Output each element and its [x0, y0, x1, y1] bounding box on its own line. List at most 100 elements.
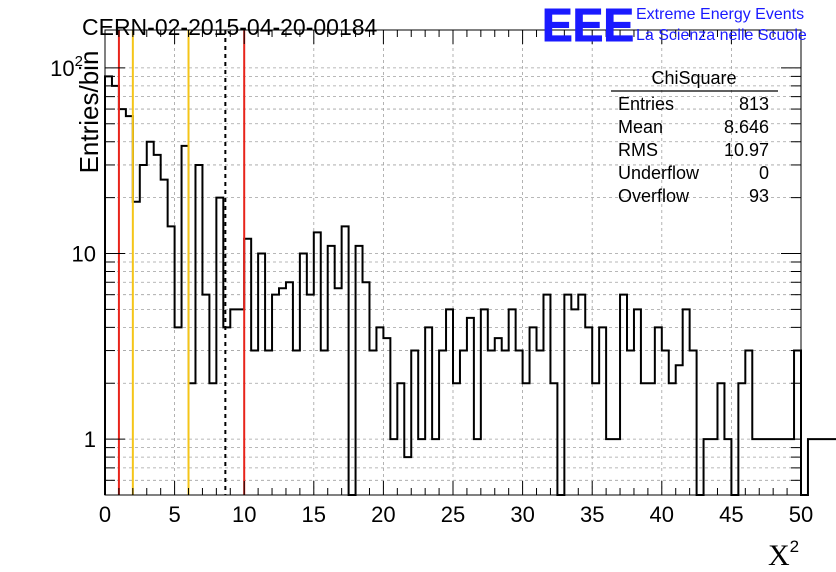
histogram-bin — [258, 254, 265, 495]
y-tick-label: 102 — [50, 53, 83, 81]
histogram-bin — [627, 351, 634, 495]
histogram-bin — [794, 351, 801, 495]
stats-title: ChiSquare — [651, 68, 736, 88]
histogram-bin — [293, 351, 300, 495]
histogram-bin — [321, 351, 328, 495]
x-tick-label: 30 — [510, 502, 534, 527]
histogram-bin — [251, 351, 258, 495]
stats-row-value: 10.97 — [724, 140, 769, 160]
histogram-bin — [745, 351, 752, 495]
stats-row-value: 93 — [749, 186, 769, 206]
y-tick-label: 1 — [84, 427, 96, 452]
histogram-bin — [140, 165, 147, 495]
x-tick-label: 35 — [580, 502, 604, 527]
histogram-bin — [307, 295, 314, 495]
histogram-bin — [195, 165, 202, 495]
histogram-bin — [509, 309, 516, 495]
histogram-bin — [481, 309, 488, 495]
histogram-bin — [383, 338, 390, 495]
histogram-bin — [244, 239, 251, 495]
eee-logo-line1: Extreme Energy Events — [636, 6, 804, 23]
histogram-bin — [502, 351, 509, 495]
histogram-bin — [425, 327, 432, 495]
x-tick-label: 45 — [719, 502, 743, 527]
stats-row-label: Overflow — [618, 186, 690, 206]
histogram-bin — [822, 439, 829, 495]
stats-row-value: 0 — [759, 163, 769, 183]
stats-row-label: Entries — [618, 94, 674, 114]
axes: 0 5 10 15 20 25 30 35 40 45 50 1 10 102 — [50, 30, 813, 527]
histogram-bin — [815, 439, 822, 495]
histogram-bin — [105, 76, 112, 495]
histogram-bin — [446, 309, 453, 495]
histogram-bin — [300, 254, 307, 495]
histogram-bin — [599, 327, 606, 495]
histogram-bin — [530, 327, 537, 495]
stats-rows: Entries 813 Mean 8.646 RMS 10.97 Underflow 0 Ove… — [618, 94, 769, 206]
histogram-bin — [676, 365, 683, 495]
histogram-bin — [175, 327, 182, 495]
chart-title: CERN-02-2015-04-20-00184 — [82, 14, 378, 40]
y-tick-label: 10 — [72, 242, 96, 267]
histogram-bin — [571, 309, 578, 495]
x-tick-label: 50 — [789, 502, 813, 527]
histogram-bin — [404, 457, 411, 495]
x-axis-label: X2 — [768, 537, 799, 572]
histogram-bin — [683, 309, 690, 495]
histogram-bin — [286, 282, 293, 495]
histogram-bin — [829, 439, 836, 495]
histogram-bin — [808, 439, 815, 495]
histogram-bin — [411, 351, 418, 495]
x-tick-label: 20 — [371, 502, 395, 527]
histogram-bin — [363, 282, 370, 495]
histogram-bin — [634, 309, 641, 495]
x-tick-label: 0 — [99, 502, 111, 527]
stats-row-label: Mean — [618, 117, 663, 137]
stats-row-label: RMS — [618, 140, 658, 160]
histogram-bin — [439, 351, 446, 495]
histogram-bin — [585, 327, 592, 495]
eee-logo: EEE Extreme Energy Events La Scienza nel… — [542, 0, 807, 52]
histogram-bin — [279, 288, 286, 495]
histogram-bin — [662, 351, 669, 495]
histogram-bin — [147, 142, 154, 495]
eee-logo-line2: La Scienza nelle Scuole — [636, 27, 807, 44]
x-tick-label: 15 — [302, 502, 326, 527]
histogram-bin — [460, 351, 467, 495]
histogram-bin — [335, 288, 342, 495]
histogram-bin — [133, 202, 140, 495]
stats-box: ChiSquare Entries 813 Mean 8.646 RMS 10.97 Und… — [611, 68, 778, 206]
reference-lines — [117, 30, 246, 495]
histogram-bin — [495, 338, 502, 495]
histogram-bin — [564, 295, 571, 495]
histogram-bin — [202, 295, 209, 495]
histogram-bin — [488, 351, 495, 495]
eee-logo-mark: EEE — [542, 0, 634, 51]
histogram-bin — [182, 146, 189, 495]
x-tick-label: 25 — [441, 502, 465, 527]
histogram-bin — [655, 327, 662, 495]
x-tick-label: 40 — [650, 502, 674, 527]
histogram-bin — [272, 295, 279, 495]
histogram-bin — [543, 295, 550, 495]
histogram-bin — [516, 351, 523, 495]
histogram-bin — [168, 226, 175, 495]
histogram-bin — [126, 116, 133, 495]
histogram-bin — [537, 351, 544, 495]
histogram-bin — [328, 246, 335, 495]
histogram-bin — [237, 309, 244, 495]
histogram-bin — [620, 295, 627, 495]
histogram-outline — [104, 75, 836, 496]
histogram-bin — [369, 351, 376, 495]
x-tick-label: 5 — [168, 502, 180, 527]
histogram-bin — [376, 327, 383, 495]
histogram-bin — [690, 351, 697, 495]
histogram-bin — [112, 86, 119, 495]
histogram-bin — [467, 318, 474, 495]
histogram-bin — [356, 246, 363, 495]
histogram-bin — [154, 155, 161, 495]
stats-row-value: 813 — [739, 94, 769, 114]
histogram-bin — [578, 295, 585, 495]
y-axis-label: Entries/bin — [74, 51, 104, 174]
